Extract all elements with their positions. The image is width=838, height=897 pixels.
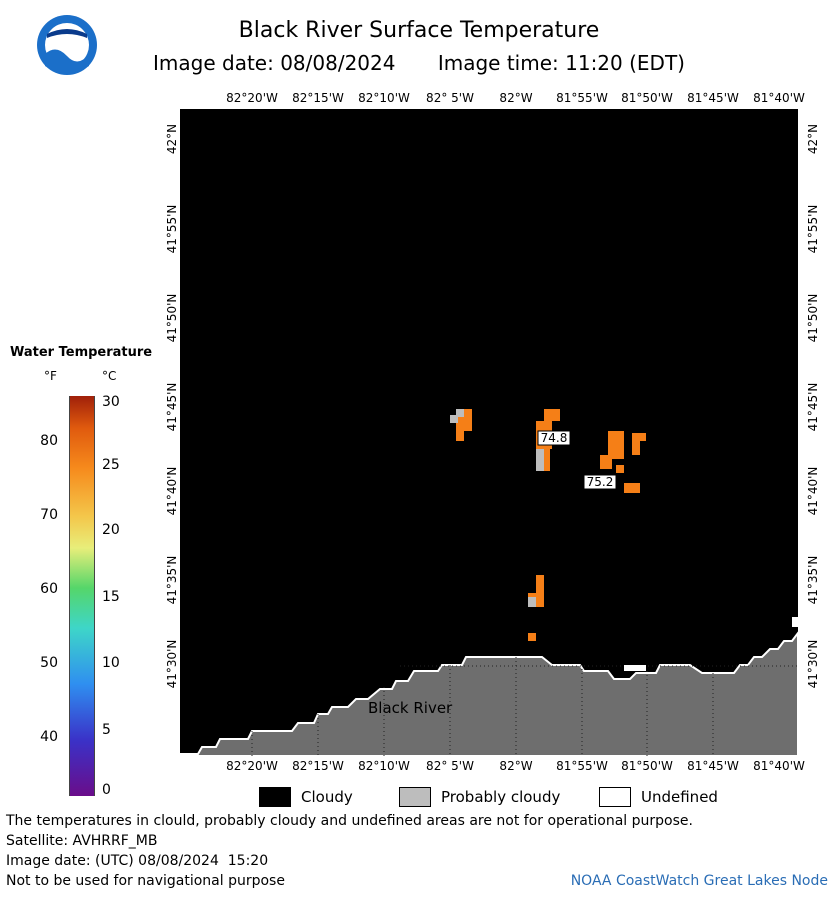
lat-label: 41°40'N	[165, 466, 179, 516]
lon-label: 81°50'W	[621, 91, 673, 105]
key-cloudy: Cloudy	[259, 787, 353, 807]
tick-label: 70	[40, 507, 58, 523]
undefined-patch	[792, 617, 798, 627]
tick-label: 0	[102, 782, 111, 798]
legend-title: Water Temperature	[10, 345, 153, 360]
lon-label: 81°55'W	[556, 91, 608, 105]
map-panel: 74.8 75.2 Black River	[180, 109, 798, 756]
lon-label: 81°45'W	[687, 759, 739, 773]
land-gridlines	[251, 657, 798, 756]
land	[180, 631, 798, 756]
lon-label: 82°20'W	[226, 759, 278, 773]
temp-label-748: 74.8	[537, 430, 571, 446]
lat-label: 41°55'N	[165, 204, 179, 254]
utc-date-note: Image date: (UTC) 08/08/2024 15:20	[6, 853, 269, 869]
lat-label: 41°55'N	[806, 204, 820, 254]
lat-label: 41°35'N	[806, 555, 820, 605]
lon-label: 82°10'W	[358, 91, 410, 105]
key-probably-cloudy: Probably cloudy	[399, 787, 560, 807]
logo-text: NOAA	[54, 39, 81, 49]
lon-label: 82°W	[499, 759, 533, 773]
lon-label: 82° 5'W	[426, 759, 474, 773]
lon-label: 82°10'W	[358, 759, 410, 773]
lat-label: 41°40'N	[806, 466, 820, 516]
lat-labels-left: 42°N 41°55'N 41°50'N 41°45'N 41°40'N 41°…	[164, 0, 180, 897]
temp-label-752: 75.2	[583, 474, 617, 490]
satellite-note: Satellite: AVHRRF_MB	[6, 833, 158, 849]
lat-label: 41°50'N	[806, 293, 820, 343]
credit-link[interactable]: NOAA CoastWatch Great Lakes Node	[570, 873, 828, 889]
tick-label: 5	[102, 722, 111, 738]
lon-labels-top: 82°20'W 82°15'W 82°10'W 82° 5'W 82°W 81°…	[0, 91, 838, 107]
lon-label: 81°55'W	[556, 759, 608, 773]
lon-label: 82°15'W	[292, 759, 344, 773]
lon-label: 81°45'W	[687, 91, 739, 105]
lat-label: 41°45'N	[806, 382, 820, 432]
lon-label: 82°W	[499, 91, 533, 105]
noaa-logo: NOAA	[37, 15, 97, 75]
key-label: Undefined	[641, 788, 718, 806]
svg-text:75.2: 75.2	[587, 475, 614, 489]
lat-label: 41°50'N	[165, 293, 179, 343]
lat-label: 41°30'N	[165, 639, 179, 689]
image-datetime: Image date: 08/08/2024 Image time: 11:20…	[0, 51, 838, 75]
tick-label: 10	[102, 655, 120, 671]
lat-label: 42°N	[165, 123, 179, 155]
legend-unit-c: °C	[102, 369, 117, 383]
key-undefined: Undefined	[599, 787, 718, 807]
tick-label: 60	[40, 581, 58, 597]
city-marker	[365, 682, 375, 692]
lon-label: 81°50'W	[621, 759, 673, 773]
svg-text:74.8: 74.8	[541, 431, 568, 445]
lat-label: 41°45'N	[165, 382, 179, 432]
lat-label: 41°30'N	[806, 639, 820, 689]
lon-label: 81°40'W	[753, 91, 805, 105]
lat-labels-right: 42°N 41°55'N 41°50'N 41°45'N 41°40'N 41°…	[805, 0, 821, 897]
legend-unit-f: °F	[44, 369, 57, 383]
tick-label: 50	[40, 655, 58, 671]
disclaimer-note: The temperatures in clould, probably clo…	[6, 813, 693, 829]
lon-label: 82°15'W	[292, 91, 344, 105]
city-label: Black River	[368, 699, 453, 717]
probably-cloudy-swatch	[399, 787, 431, 807]
key-label: Cloudy	[301, 788, 353, 806]
cloud-cover	[180, 109, 798, 756]
image-time: Image time: 11:20 (EDT)	[437, 51, 685, 75]
tick-label: 40	[40, 729, 58, 745]
lon-label: 82° 5'W	[426, 91, 474, 105]
tick-label: 80	[40, 433, 58, 449]
lon-labels-bottom: 82°20'W 82°15'W 82°10'W 82° 5'W 82°W 81°…	[0, 759, 838, 775]
tick-label: 20	[102, 522, 120, 538]
tick-label: 15	[102, 589, 120, 605]
key-label: Probably cloudy	[441, 788, 561, 806]
page-title: Black River Surface Temperature	[238, 18, 600, 43]
tick-label: 25	[102, 457, 120, 473]
cloudy-swatch	[259, 787, 291, 807]
undefined-swatch	[599, 787, 631, 807]
lon-label: 82°20'W	[226, 91, 278, 105]
probably-cloudy-pixels	[450, 409, 544, 607]
lat-label: 41°35'N	[165, 555, 179, 605]
lat-label: 42°N	[806, 123, 820, 155]
tick-label: 30	[102, 394, 120, 410]
image-date: Image date: 08/08/2024	[153, 51, 396, 75]
undefined-patch	[624, 665, 646, 671]
lon-label: 81°40'W	[753, 759, 805, 773]
temperature-colorbar	[69, 396, 95, 796]
navigation-note: Not to be used for navigational purpose	[6, 873, 285, 889]
